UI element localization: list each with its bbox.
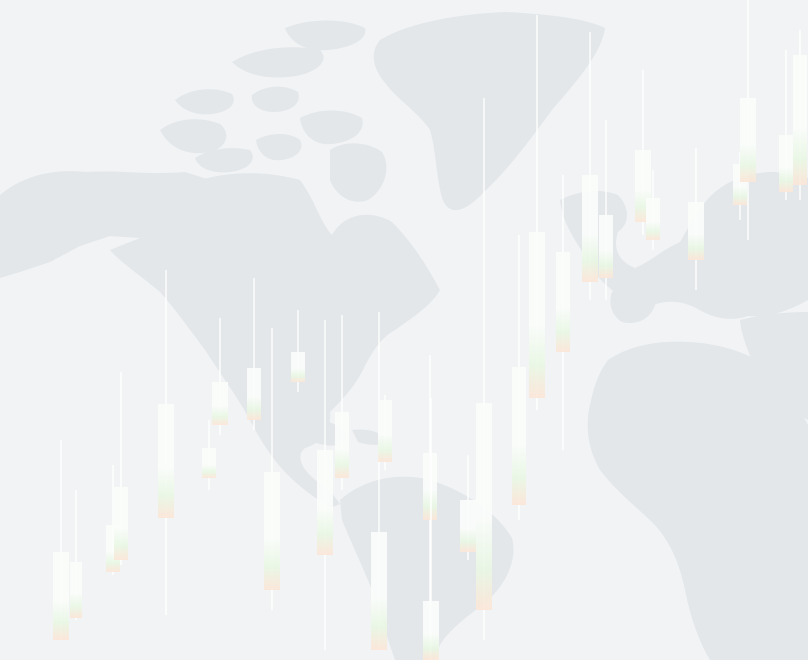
candle-body: [556, 252, 570, 352]
candle-body: [646, 198, 660, 240]
candle-body: [740, 98, 756, 182]
candle-body: [53, 552, 69, 640]
candlestick: [264, 328, 280, 610]
candle-body: [512, 367, 526, 505]
candle-body: [599, 215, 613, 278]
candlestick: [688, 148, 704, 290]
candle-body: [335, 412, 349, 478]
candle-body: [114, 487, 128, 560]
candle-body: [476, 403, 492, 610]
candlestick: [460, 455, 476, 560]
candle-body: [423, 453, 437, 520]
candlestick: [423, 398, 439, 660]
candlestick: [740, 0, 756, 240]
candle-body: [202, 448, 216, 478]
candlestick: [378, 395, 392, 470]
candlestick: [599, 120, 613, 300]
candle-body: [378, 400, 392, 462]
candle-body: [582, 175, 598, 282]
candlestick: [335, 315, 349, 490]
candle-body: [460, 500, 476, 552]
candle-body: [158, 404, 174, 518]
candlestick: [476, 98, 492, 640]
candlestick: [291, 310, 305, 392]
candlestick: [317, 320, 333, 650]
candle-body: [793, 55, 807, 185]
candle-body: [529, 232, 545, 398]
candlestick: [371, 312, 387, 650]
candle-body: [779, 135, 793, 192]
candlestick: [556, 175, 570, 450]
candlestick: [793, 30, 807, 200]
candle-body: [212, 382, 228, 425]
candlestick: [529, 15, 545, 410]
candle-body: [423, 601, 439, 660]
candlestick: [646, 170, 660, 250]
candlestick: [202, 420, 216, 490]
candlestick: [212, 318, 228, 435]
candle-body: [317, 450, 333, 555]
candlestick: [114, 372, 128, 565]
candlestick: [158, 270, 174, 615]
candlestick: [779, 50, 793, 200]
candlestick: [247, 278, 261, 430]
candlestick: [53, 440, 69, 640]
candlestick: [70, 490, 82, 620]
candle-body: [247, 368, 261, 420]
candle-body: [70, 562, 82, 618]
candle-body: [291, 352, 305, 382]
candle-body: [688, 202, 704, 260]
candlestick: [582, 32, 598, 300]
candle-body: [371, 532, 387, 650]
candlestick: [512, 235, 526, 520]
candle-body: [264, 472, 280, 590]
